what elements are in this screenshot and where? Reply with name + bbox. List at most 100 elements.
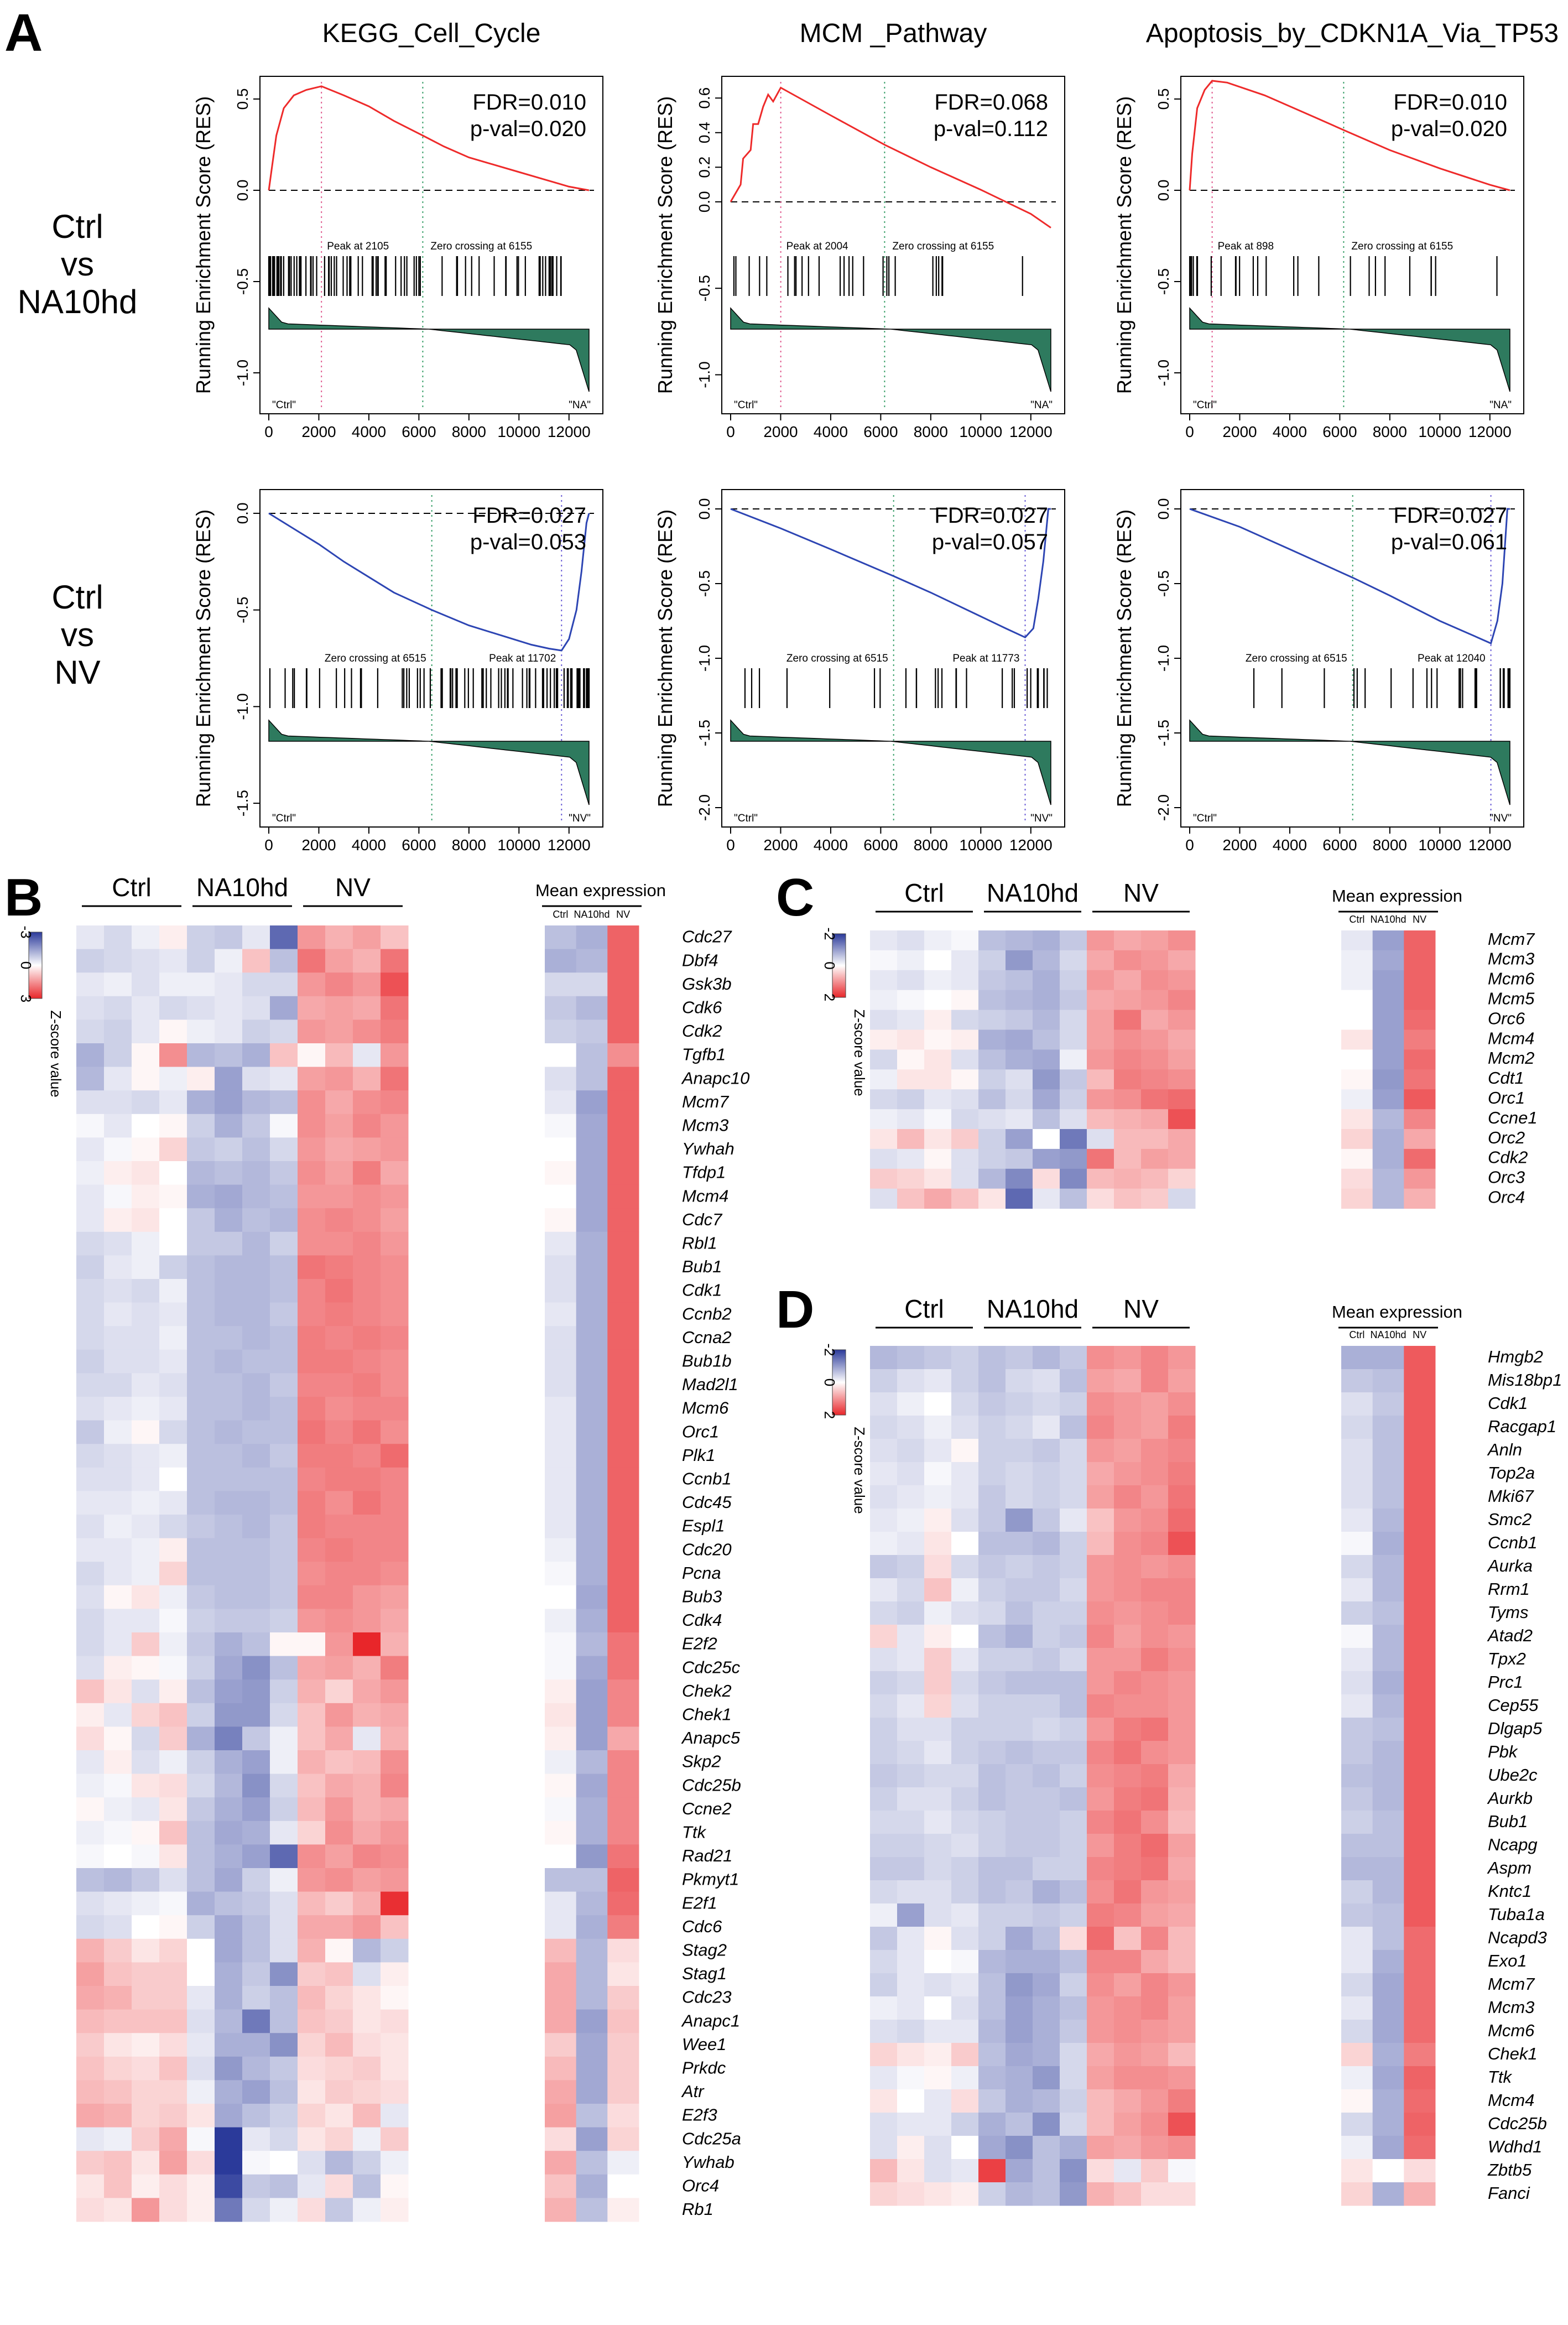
heatmap-cell bbox=[132, 1821, 160, 1845]
heatmap-cell bbox=[951, 1392, 979, 1416]
heatmap-cell bbox=[104, 1137, 132, 1162]
heatmap-cell bbox=[132, 1891, 160, 1916]
fdr-label: FDR=0.068 bbox=[934, 90, 1048, 115]
heatmap-cell bbox=[897, 1509, 925, 1532]
heatmap-cell bbox=[132, 1938, 160, 1963]
heatmap-cell bbox=[1141, 1462, 1169, 1486]
mean-cell bbox=[1404, 1927, 1436, 1950]
heatmap-cell bbox=[270, 1938, 298, 1963]
heatmap-cell bbox=[187, 1538, 215, 1562]
mean-cell bbox=[545, 1797, 577, 1822]
mean-cell bbox=[1341, 970, 1373, 991]
heatmap-cell bbox=[1141, 1973, 1169, 1997]
heatmap-cell bbox=[1006, 1188, 1033, 1209]
mean-cell bbox=[1372, 1392, 1404, 1416]
mean-cell bbox=[1341, 1168, 1373, 1189]
heatmap-cell bbox=[353, 1043, 381, 1068]
heatmap-cell bbox=[187, 1703, 215, 1727]
heatmap-cell bbox=[187, 2127, 215, 2151]
heatmap-cell bbox=[298, 1279, 326, 1303]
heatmap-cell bbox=[159, 996, 187, 1020]
heatmap-cell bbox=[1141, 970, 1169, 991]
heatmap-cell bbox=[870, 2159, 898, 2183]
gene-label: Mcm6 bbox=[682, 1398, 729, 1418]
heatmap-cell bbox=[242, 1891, 270, 1916]
heatmap-cell bbox=[1006, 1764, 1033, 1788]
gene-label: Mcm5 bbox=[1488, 989, 1535, 1008]
heatmap-cell bbox=[1060, 1648, 1087, 1672]
fdr-label: FDR=0.027 bbox=[1393, 503, 1507, 528]
heatmap-cell bbox=[381, 1279, 409, 1303]
heatmap-cell bbox=[924, 950, 952, 971]
heatmap-cell bbox=[951, 1485, 979, 1509]
mean-cell bbox=[1372, 2089, 1404, 2113]
heatmap-cell bbox=[353, 2104, 381, 2128]
heatmap-cell bbox=[1141, 1718, 1169, 1741]
heatmap-cell bbox=[159, 1067, 187, 1091]
gene-label: Espl1 bbox=[682, 1516, 725, 1536]
heatmap-cell bbox=[897, 2113, 925, 2136]
mean-cell bbox=[1372, 2182, 1404, 2206]
y-tick-label: -1.0 bbox=[1155, 645, 1172, 672]
heatmap-cell bbox=[1033, 1168, 1060, 1189]
heatmap-cell bbox=[381, 1938, 409, 1963]
heatmap-cell bbox=[187, 1467, 215, 1491]
zero-crossing-label: Zero crossing at 6515 bbox=[1246, 653, 1347, 664]
gene-label: Mcm3 bbox=[1488, 1998, 1534, 2017]
heatmap-cell bbox=[298, 925, 326, 950]
heatmap-cell bbox=[76, 1868, 105, 1892]
heatmap-cell bbox=[215, 2104, 243, 2128]
heatmap-cell bbox=[353, 2056, 381, 2080]
x-tick-label: 2000 bbox=[301, 423, 336, 440]
heatmap-cell bbox=[325, 1821, 353, 1845]
heatmap-cell bbox=[325, 1420, 353, 1444]
heatmap-cell bbox=[1141, 1927, 1169, 1950]
heatmap-cell bbox=[381, 1962, 409, 1986]
heatmap-cell bbox=[159, 1326, 187, 1350]
heatmap-cell bbox=[870, 1532, 898, 1556]
heatmap-cell bbox=[242, 1844, 270, 1869]
gene-label: Mis18bp1 bbox=[1488, 1370, 1562, 1390]
heatmap-cell bbox=[924, 2066, 952, 2090]
heatmap-cell bbox=[897, 970, 925, 991]
heatmap-cell bbox=[1033, 1029, 1060, 1050]
heatmap-cell bbox=[270, 1844, 298, 1869]
heatmap-cell bbox=[1060, 2159, 1087, 2183]
gene-label: Stag1 bbox=[682, 1964, 727, 1983]
heatmap-cell bbox=[132, 1915, 160, 1939]
heatmap-cell bbox=[1033, 1787, 1060, 1811]
heatmap-cell bbox=[187, 2009, 215, 2033]
heatmap-cell bbox=[978, 990, 1006, 1011]
heatmap-cell bbox=[187, 1161, 215, 1185]
heatmap-cell bbox=[951, 1671, 979, 1695]
heatmap-cell bbox=[897, 2066, 925, 2090]
heatmap-cell bbox=[1087, 1416, 1114, 1439]
heatmap-cell bbox=[897, 1741, 925, 1765]
heatmap-cell bbox=[298, 1020, 326, 1044]
heatmap-cell bbox=[215, 1609, 243, 1633]
heatmap-cell bbox=[381, 1373, 409, 1397]
heatmap-cell bbox=[1033, 1857, 1060, 1881]
heatmap-cell bbox=[951, 1346, 979, 1370]
heatmap-cell bbox=[1087, 1787, 1114, 1811]
mean-cell bbox=[576, 1632, 608, 1657]
gene-label: Dlgap5 bbox=[1488, 1719, 1543, 1738]
heatmap-cell bbox=[353, 1962, 381, 1986]
x-tick-label: 0 bbox=[1185, 836, 1194, 854]
mean-cell bbox=[607, 1703, 639, 1727]
heatmap-cell bbox=[1168, 2182, 1196, 2206]
heatmap-cell bbox=[215, 1373, 243, 1397]
mean-cell bbox=[607, 2151, 639, 2175]
heatmap-cell bbox=[924, 1462, 952, 1486]
heatmap-cell bbox=[1033, 1462, 1060, 1486]
heatmap-cell bbox=[870, 1148, 898, 1169]
heatmap-cell bbox=[897, 1555, 925, 1579]
heatmap-cell bbox=[76, 1467, 105, 1491]
heatmap-cell bbox=[870, 1625, 898, 1648]
heatmap-cell bbox=[870, 2043, 898, 2067]
heatmap-cell bbox=[1141, 1578, 1169, 1602]
mean-cell bbox=[1341, 2043, 1373, 2067]
mean-cell bbox=[545, 2104, 577, 2128]
